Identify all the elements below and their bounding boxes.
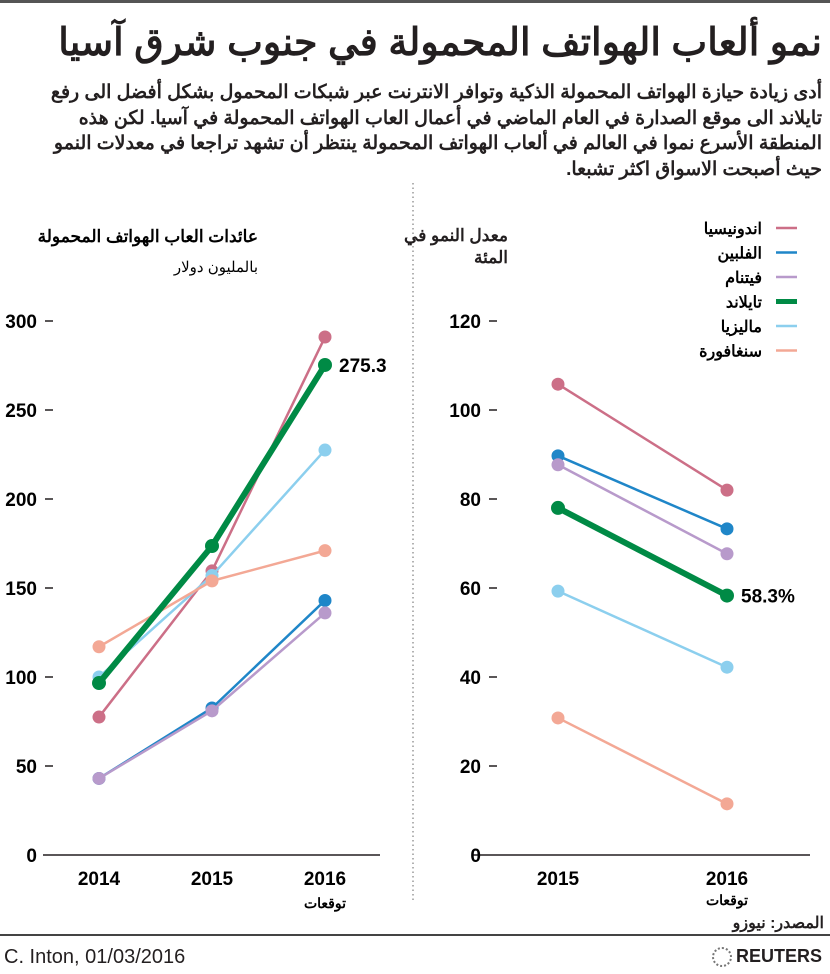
data-label: 58.3%	[741, 587, 795, 608]
legend-item: ماليزيا	[721, 319, 797, 337]
brand: REUTERS	[735, 946, 822, 966]
reuters-logo: REUTERS	[711, 946, 822, 967]
series-line	[556, 505, 729, 599]
page-title: نمو ألعاب الهواتف المحمولة في جنوب شرق آ…	[58, 22, 822, 64]
data-point	[318, 544, 332, 558]
series-line	[557, 383, 728, 492]
series-line	[96, 363, 328, 685]
series-2	[551, 458, 734, 561]
y-tick-label: 0	[26, 846, 37, 867]
source-note: المصدر: نيوزو	[732, 913, 824, 933]
data-point	[318, 357, 332, 372]
data-point	[720, 660, 734, 674]
series-2	[92, 606, 332, 785]
data-label: 275.3	[339, 356, 387, 377]
bottom-rule	[0, 934, 830, 936]
data-point	[551, 584, 565, 598]
x-tick-label: 2016	[706, 869, 748, 890]
series-0	[92, 330, 332, 724]
legend-label: سنغافورة	[699, 344, 762, 362]
left-chart-ylabel: بالمليون دولار	[173, 259, 258, 276]
y-tick-label: 100	[5, 668, 37, 689]
data-point	[318, 443, 332, 457]
data-point	[720, 797, 734, 811]
data-point	[92, 676, 106, 691]
series-line	[98, 336, 327, 718]
x-tick-label: 2015	[191, 869, 234, 890]
top-rule	[0, 0, 830, 3]
y-tick-label: 40	[460, 668, 481, 689]
legend-item: تايلاند	[726, 295, 797, 312]
legend-item: سنغافورة	[699, 344, 797, 362]
y-tick-label: 300	[5, 312, 37, 333]
x-tick-label: 2015	[537, 869, 580, 890]
data-point	[551, 458, 565, 472]
charts: عائدات العاب الهواتف المحمولة بالمليون د…	[5, 183, 810, 912]
data-point	[318, 330, 332, 344]
series-line	[557, 716, 728, 805]
data-point	[205, 574, 219, 588]
y-tick-label: 250	[5, 401, 37, 422]
series-line	[557, 454, 728, 530]
legend-item: اندونيسيا	[704, 221, 797, 239]
left-forecast-label: توقعات	[304, 895, 346, 912]
y-tick-label: 0	[470, 846, 481, 867]
series-4	[551, 584, 734, 674]
credit: C. Inton, 01/03/2016	[4, 946, 186, 968]
legend: اندونيسيا الفلبين فيتنام تايلاند ماليزيا سنغا…	[699, 221, 797, 362]
data-point	[551, 377, 565, 391]
data-point	[205, 538, 219, 553]
y-tick-label: 20	[460, 757, 481, 778]
series-line	[557, 589, 728, 669]
intro-line: أدى زيادة حيازة الهواتف المحمولة الذكية …	[50, 82, 822, 103]
series-5	[92, 544, 332, 654]
data-point	[92, 640, 106, 654]
legend-label: ماليزيا	[721, 319, 762, 337]
right-chart: 0 20 40 60 80 100 120 2015 2016 58.3%	[449, 312, 810, 890]
intro-text: أدى زيادة حيازة الهواتف المحمولة الذكية …	[7, 80, 822, 182]
intro-line: تايلاند الى موقع الصدارة في العام الماضي…	[78, 107, 822, 129]
data-point	[551, 449, 565, 463]
series-5	[551, 711, 734, 811]
legend-label: اندونيسيا	[704, 221, 762, 239]
data-point	[720, 483, 734, 497]
series-3	[92, 357, 332, 691]
x-tick-label: 2014	[78, 869, 121, 890]
data-point	[92, 710, 106, 724]
intro-line: المنطقة الأسرع نموا في العالم في ألعاب ا…	[53, 133, 822, 154]
legend-item: الفلبين	[717, 246, 797, 264]
data-point	[720, 522, 734, 536]
series-3	[551, 500, 734, 603]
series-1	[551, 449, 734, 536]
data-point	[720, 588, 734, 603]
left-chart: 0 50 100 150 200 250 300 2014 2015 2016 275.3	[5, 312, 386, 890]
y-tick-label: 150	[5, 579, 37, 600]
data-point	[205, 704, 219, 718]
y-tick-label: 60	[460, 579, 481, 600]
data-point	[92, 771, 106, 785]
legend-label: فيتنام	[725, 270, 762, 288]
series-line	[557, 463, 728, 555]
legend-label: الفلبين	[717, 246, 762, 264]
data-point	[318, 593, 332, 607]
left-chart-title: عائدات العاب الهواتف المحمولة	[38, 227, 258, 247]
y-tick-label: 50	[16, 757, 37, 778]
legend-label: تايلاند	[726, 295, 763, 312]
data-point	[318, 606, 332, 620]
y-tick-label: 80	[460, 490, 481, 511]
series-0	[551, 377, 734, 497]
legend-item: فيتنام	[725, 270, 797, 288]
right-forecast-label: توقعات	[706, 892, 748, 909]
reuters-logo-icon	[711, 946, 732, 967]
y-tick-label: 100	[449, 401, 481, 422]
x-tick-label: 2016	[304, 869, 346, 890]
intro-line: حيث أصبحت الاسواق اكثر تشبعا.	[566, 158, 822, 180]
y-tick-label: 120	[449, 312, 481, 333]
right-chart-title: معدل النمو في المئة	[404, 226, 508, 267]
y-tick-label: 200	[5, 490, 37, 511]
data-point	[720, 547, 734, 561]
data-point	[551, 711, 565, 725]
series-1	[92, 593, 332, 785]
data-point	[551, 500, 565, 515]
